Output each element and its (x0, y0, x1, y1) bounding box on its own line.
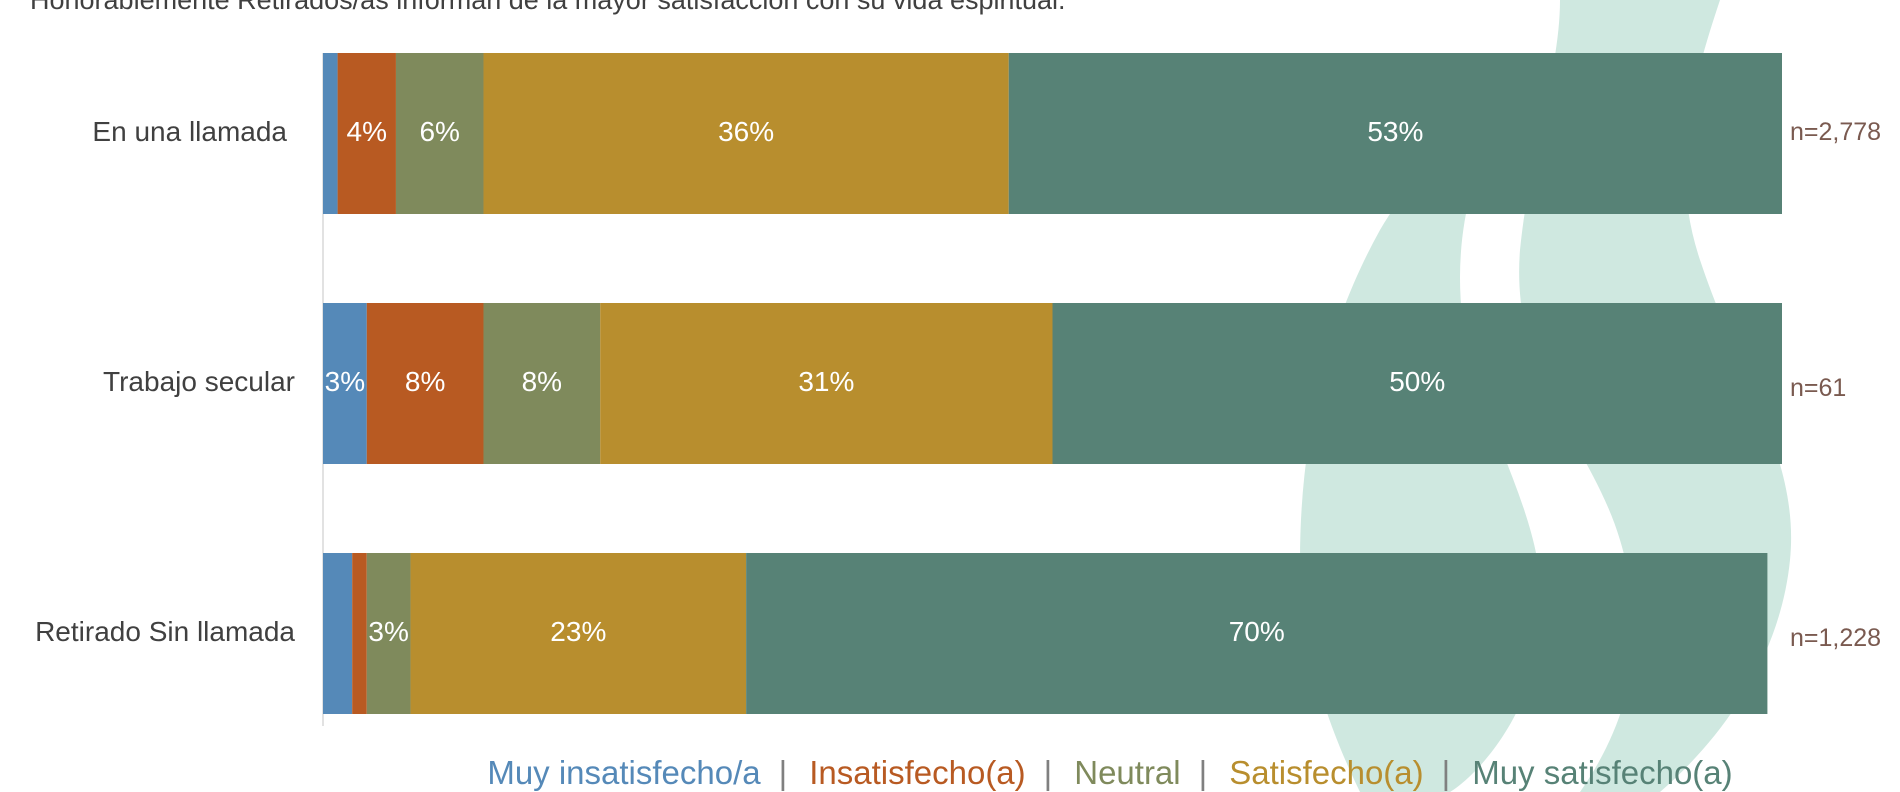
data-label: 8% (522, 366, 562, 397)
bar-segment (600, 303, 1053, 464)
bar-segment (1008, 53, 1782, 214)
bar-segment (366, 553, 411, 714)
data-label: 31% (798, 366, 854, 397)
bar-segment (337, 53, 396, 214)
legend-separator: | (1199, 754, 1208, 791)
data-label: 70% (1229, 616, 1285, 647)
sample-size-label: n=61 (1790, 374, 1846, 402)
legend-entry: Insatisfecho(a) (809, 754, 1025, 791)
bar-segment (323, 53, 338, 214)
data-label: 36% (718, 116, 774, 147)
bar-segment (483, 303, 601, 464)
category-label: En una llamada (92, 116, 287, 147)
data-label: 4% (347, 116, 387, 147)
legend-entry: Neutral (1074, 754, 1180, 791)
legend-entry: Muy satisfecho(a) (1472, 754, 1732, 791)
legend-separator: | (1442, 754, 1451, 791)
legend-entry: Satisfecho(a) (1229, 754, 1423, 791)
data-label: 8% (405, 366, 445, 397)
bar-segment (366, 303, 484, 464)
chart-title: Honorablemente Retirados/as informan de … (30, 0, 1066, 15)
bar-segment (352, 553, 367, 714)
data-label: 23% (550, 616, 606, 647)
data-label: 6% (419, 116, 459, 147)
category-label: Trabajo secular (103, 366, 295, 397)
data-label: 3% (325, 366, 365, 397)
data-label: 50% (1389, 366, 1445, 397)
sample-size-label: n=2,778 (1790, 118, 1881, 146)
legend-separator: | (779, 754, 788, 791)
bar-segment (746, 553, 1768, 714)
bar-segment (483, 53, 1009, 214)
sample-size-label: n=1,228 (1790, 624, 1881, 652)
bar-segment (1052, 303, 1782, 464)
legend-separator: | (1044, 754, 1053, 791)
data-label: 3% (368, 616, 408, 647)
legend: Muy insatisfecho/a | Insatisfecho(a) | Neutr… (487, 754, 1732, 791)
category-label: Retirado Sin llamada (35, 616, 295, 647)
bar-segment (410, 553, 747, 714)
bar-segment (323, 553, 353, 714)
legend-entry: Muy insatisfecho/a (487, 754, 761, 791)
bar-segment (395, 53, 484, 214)
bar-segment (323, 303, 367, 464)
data-label: 53% (1367, 116, 1423, 147)
